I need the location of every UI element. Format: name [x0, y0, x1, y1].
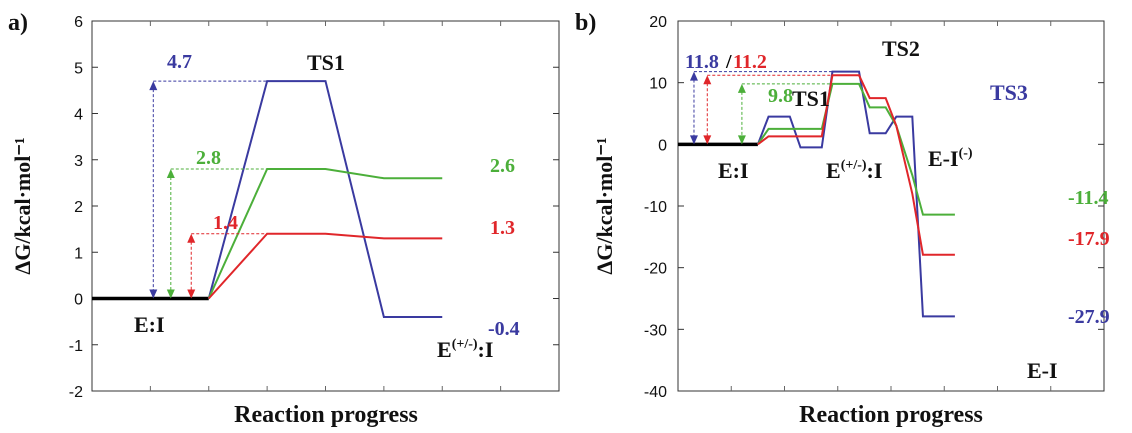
panel-b-grid — [730, 21, 1052, 391]
panel-b-arrowhead-down — [703, 135, 712, 145]
panel-a-y-tick-label: 6 — [74, 14, 83, 31]
panel-a-arrowhead-up — [166, 169, 175, 178]
panel-a-value-1.4: 1.4 — [213, 212, 238, 234]
panel-a-y-tick-label: -1 — [69, 338, 83, 355]
panel-a-series-red — [208, 232, 443, 300]
panel-b-state-TS2: TS2 — [882, 36, 920, 61]
panel-b-arrowhead-down — [689, 135, 698, 145]
panel-a-value-2.8: 2.8 — [196, 147, 221, 169]
panel-b: b) -40 -30 -20 -10 0 10 20 ΔG/kcal·mol⁻¹ React… — [575, 10, 1110, 428]
panel-a-arrowhead-up — [187, 233, 196, 243]
panel-b-state-E-pm-I: E(+/-):I — [826, 158, 882, 183]
panel-b-value-9.8: 9.8 — [768, 85, 793, 107]
panel-b-state-TS3: TS3 — [990, 80, 1028, 105]
panel-a-arrowhead-down — [149, 289, 158, 299]
panel-a-y-tick-label: 3 — [74, 153, 83, 170]
panel-b-value-11.8: 11.8 — [685, 51, 719, 73]
panel-b-state-E-I: E:I — [718, 158, 749, 183]
panel-b-y-axis-label: ΔG/kcal·mol⁻¹ — [592, 137, 617, 274]
panel-b-value-neg27.9: -27.9 — [1068, 306, 1110, 328]
panel-b-y-tick-label: 0 — [658, 137, 667, 154]
panel-a-value-2.6: 2.6 — [490, 155, 515, 177]
panel-b-arrowhead-up — [703, 75, 712, 85]
panel-b-arrowhead-down — [737, 135, 746, 145]
panel-b-value-neg17.9: -17.9 — [1068, 228, 1110, 250]
panel-a-arrowhead-down — [166, 289, 175, 299]
panel-a-y-tick-label: 0 — [74, 292, 83, 309]
panel-a-state-E-pm-I: E(+/-):I — [437, 337, 493, 362]
panel-a-value-4.7: 4.7 — [167, 51, 192, 73]
panel-a-series — [92, 80, 443, 318]
panel-a-grid — [149, 21, 502, 391]
panel-a-series-green — [207, 168, 443, 299]
panel-b-series-green — [757, 82, 955, 216]
panel-b-series — [678, 70, 955, 318]
panel-a-arrowhead-up — [149, 81, 158, 91]
panel-b-y-tick-label: 20 — [649, 14, 667, 31]
panel-b-y-tick-label: -30 — [644, 322, 667, 339]
panel-b-value-11.2: 11.2 — [733, 51, 767, 73]
panel-b-label: b) — [575, 10, 596, 36]
panel-a-y-axis-label: ΔG/kcal·mol⁻¹ — [10, 137, 35, 274]
panel-a-x-axis-label: Reaction progress — [234, 402, 418, 428]
panel-a-state-TS1: TS1 — [307, 50, 345, 75]
panel-b-y-tick-label: -20 — [644, 261, 667, 278]
panel-b-y-tick-label: -40 — [644, 384, 667, 401]
panel-a-value-1.3: 1.3 — [490, 217, 515, 239]
panel-a: a) -2 -1 0 1 2 3 4 5 6 ΔG/kcal·mol⁻¹ Reaction pr… — [8, 10, 560, 428]
panel-a-y-tick-label: 1 — [74, 245, 83, 262]
panel-b-plot-frame — [677, 20, 1105, 392]
panel-a-y-tick-label: 2 — [74, 199, 83, 216]
panel-a-arrowhead-down — [187, 289, 196, 299]
panel-b-series-blue — [756, 70, 955, 318]
panel-b-state-E-I-final: E-I — [1027, 358, 1058, 383]
panel-b-value-neg11.4: -11.4 — [1068, 187, 1109, 209]
panel-b-x-axis-label: Reaction progress — [799, 402, 983, 428]
panel-b-arrowhead-up — [689, 71, 698, 81]
panel-b-state-TS1: TS1 — [792, 86, 830, 111]
panel-a-label: a) — [8, 10, 28, 36]
panel-a-y-tick-label: 4 — [74, 107, 83, 124]
panel-b-y-ticks: -40 -30 -20 -10 0 10 20 — [644, 14, 1104, 401]
panel-a-value-neg0.4: -0.4 — [488, 318, 520, 340]
panel-b-y-tick-label: -10 — [644, 199, 667, 216]
panel-a-y-tick-label: -2 — [69, 384, 83, 401]
panel-b-state-E-I-minus: E-I(-) — [928, 146, 973, 171]
panel-b-value-slash: / — [725, 51, 732, 73]
panel-b-arrowhead-up — [737, 83, 746, 93]
panel-b-y-tick-label: 10 — [649, 76, 667, 93]
panel-a-series-blue — [207, 80, 443, 318]
panel-b-series-red — [757, 74, 955, 256]
panel-a-state-E-I: E:I — [134, 312, 165, 337]
panel-a-y-tick-label: 5 — [74, 60, 83, 77]
